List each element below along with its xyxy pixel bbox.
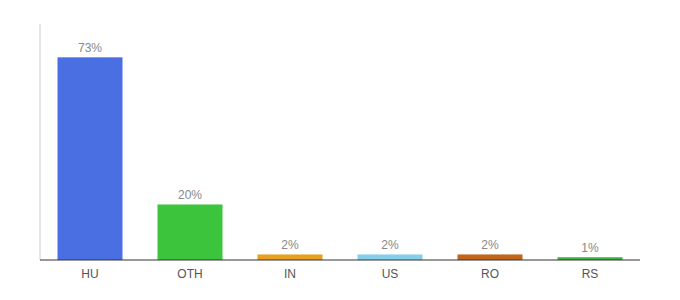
x-tick-label: HU	[81, 267, 98, 281]
data-label: 2%	[381, 238, 399, 252]
data-label: 2%	[481, 238, 499, 252]
data-label: 2%	[281, 238, 299, 252]
bar	[458, 254, 523, 260]
bar	[158, 204, 223, 260]
bar	[358, 254, 423, 260]
data-labels: 73% 20% 2% 2% 2% 1%	[78, 41, 599, 255]
bar	[258, 254, 323, 260]
x-tick-label: US	[382, 267, 399, 281]
bar	[58, 57, 123, 260]
x-tick-labels: HU OTH IN US RO RS	[81, 267, 598, 281]
data-label: 1%	[581, 241, 599, 255]
x-axis-line	[40, 259, 640, 260]
x-tick-label: IN	[284, 267, 296, 281]
y-axis-line	[40, 24, 41, 260]
x-tick-label: OTH	[177, 267, 202, 281]
chart-container: 73% 20% 2% 2% 2% 1% HU OTH IN US RO RS	[0, 0, 680, 300]
bars	[58, 57, 623, 260]
chart-svg: 73% 20% 2% 2% 2% 1% HU OTH IN US RO RS	[0, 0, 680, 300]
data-label: 73%	[78, 41, 102, 55]
x-tick-label: RO	[481, 267, 499, 281]
data-label: 20%	[178, 188, 202, 202]
x-tick-label: RS	[582, 267, 599, 281]
